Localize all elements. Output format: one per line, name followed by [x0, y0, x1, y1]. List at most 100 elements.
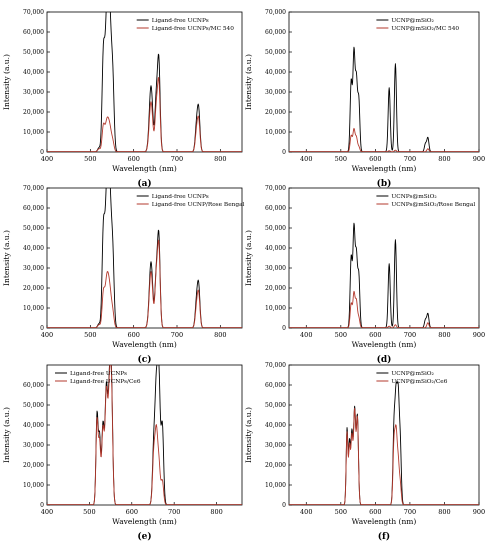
plot-frame	[288, 187, 480, 329]
y-tick-label: 60,000	[23, 29, 44, 36]
x-axis-label: Wavelength (nm)	[112, 164, 177, 173]
x-tick-label: 500	[84, 155, 96, 163]
y-tick-label: 50,000	[23, 402, 44, 409]
plot-frame	[46, 364, 243, 506]
legend-label: Ligand-free UCNPs	[70, 371, 127, 377]
x-tick-label: 400	[41, 331, 53, 339]
plot-frame	[288, 364, 480, 506]
legend-label: Ligand-free UCNPs/Ce6	[70, 379, 141, 385]
x-tick-label: 700	[404, 508, 416, 516]
series-line	[47, 77, 242, 152]
x-tick-label: 600	[126, 508, 138, 516]
y-tick-label: 50,000	[265, 49, 286, 56]
series-line	[47, 365, 242, 505]
y-tick-label: 60,000	[265, 205, 286, 212]
series-line	[289, 127, 479, 152]
y-tick-label: 20,000	[265, 285, 286, 292]
y-axis-label: Intensity (a.u.)	[2, 230, 11, 286]
y-tick-label: 20,000	[23, 109, 44, 116]
y-tick-label: 60,000	[23, 382, 44, 389]
y-tick-label: 40,000	[23, 245, 44, 252]
y-tick-label: 30,000	[265, 265, 286, 272]
x-tick-label: 500	[335, 155, 347, 163]
x-tick-label: 800	[214, 155, 226, 163]
series-line	[289, 381, 479, 505]
y-tick-label: 40,000	[23, 69, 44, 76]
x-tick-label: 600	[369, 331, 381, 339]
x-axis-label: Wavelength (nm)	[352, 340, 417, 349]
panel-label: (e)	[137, 531, 151, 542]
y-tick-label: 30,000	[23, 442, 44, 449]
y-tick-label: 40,000	[265, 422, 286, 429]
x-tick-label: 400	[41, 508, 53, 516]
panel-label: (a)	[137, 178, 151, 189]
y-tick-label: 20,000	[23, 285, 44, 292]
x-tick-label: 700	[404, 331, 416, 339]
y-axis-label: Intensity (a.u.)	[244, 407, 253, 463]
x-tick-label: 600	[127, 155, 139, 163]
y-tick-label: 30,000	[265, 442, 286, 449]
y-tick-label: 0	[40, 149, 44, 156]
plot-frame	[46, 11, 243, 153]
x-tick-label: 500	[335, 331, 347, 339]
y-tick-label: 10,000	[23, 305, 44, 312]
x-tick-label: 500	[83, 508, 95, 516]
y-tick-label: 50,000	[265, 225, 286, 232]
y-tick-label: 20,000	[265, 109, 286, 116]
x-axis-label: Wavelength (nm)	[352, 517, 417, 526]
chart-panel: 0 10,000 20,000 30,000 40,000 50,000 60,000 70,…	[244, 9, 485, 189]
legend-label: UCNPs@mSiO₂	[391, 193, 436, 200]
y-tick-label: 70,000	[23, 185, 44, 192]
y-tick-label: 60,000	[265, 382, 286, 389]
y-tick-label: 40,000	[265, 245, 286, 252]
x-axis-label: Wavelength (nm)	[112, 340, 177, 349]
y-axis-label: Intensity (a.u.)	[244, 230, 253, 286]
y-tick-label: 10,000	[265, 305, 286, 312]
series-line	[289, 407, 479, 505]
y-tick-label: 20,000	[265, 462, 286, 469]
y-tick-label: 0	[40, 325, 44, 332]
y-tick-label: 50,000	[23, 225, 44, 232]
series-line	[47, 12, 242, 152]
chart-panel: 0 10,000 20,000 30,000 40,000 50,000 60,000 400…	[2, 364, 243, 542]
y-tick-label: 70,000	[265, 9, 286, 16]
panel-label: (d)	[377, 354, 392, 365]
y-tick-label: 70,000	[23, 9, 44, 16]
panel-label: (c)	[138, 354, 152, 365]
legend-label: UCNP@mSiO₂	[391, 17, 434, 24]
x-tick-label: 400	[300, 155, 312, 163]
series-line	[289, 222, 479, 328]
y-tick-label: 0	[40, 502, 44, 509]
x-tick-label: 800	[214, 331, 226, 339]
y-tick-label: 60,000	[265, 29, 286, 36]
x-tick-label: 800	[438, 331, 450, 339]
series-line	[289, 46, 479, 152]
x-tick-label: 700	[168, 508, 180, 516]
y-tick-label: 30,000	[265, 89, 286, 96]
x-tick-label: 600	[369, 508, 381, 516]
y-tick-label: 10,000	[23, 129, 44, 136]
y-axis-label: Intensity (a.u.)	[244, 54, 253, 110]
x-tick-label: 900	[473, 331, 485, 339]
x-tick-label: 400	[300, 508, 312, 516]
x-tick-label: 800	[438, 508, 450, 516]
x-tick-label: 700	[171, 155, 183, 163]
series-line	[47, 239, 242, 328]
legend-label: Ligand-free UCNP/Rose Bengal	[152, 202, 245, 208]
x-tick-label: 400	[300, 331, 312, 339]
y-tick-label: 40,000	[23, 422, 44, 429]
y-tick-label: 60,000	[23, 205, 44, 212]
legend-label: Ligand-free UCNPs/MC 540	[152, 26, 235, 32]
legend-label: UCNP@mSiO₂/Ce6	[391, 378, 447, 385]
chart-panel: 0 10,000 20,000 30,000 40,000 50,000 60,000 70,…	[2, 9, 243, 189]
y-tick-label: 0	[282, 149, 286, 156]
legend-label: UCNP@mSiO₂/MC 540	[391, 25, 459, 32]
chart-panel: 0 10,000 20,000 30,000 40,000 50,000 60,000 70,…	[244, 362, 485, 542]
y-tick-label: 30,000	[23, 265, 44, 272]
series-line	[289, 290, 479, 328]
x-tick-label: 900	[473, 508, 485, 516]
x-tick-label: 800	[438, 155, 450, 163]
legend-label: UCNPs@mSiO₂/Rose Bengal	[391, 201, 475, 208]
y-tick-label: 10,000	[265, 129, 286, 136]
panel-label: (f)	[378, 531, 390, 542]
